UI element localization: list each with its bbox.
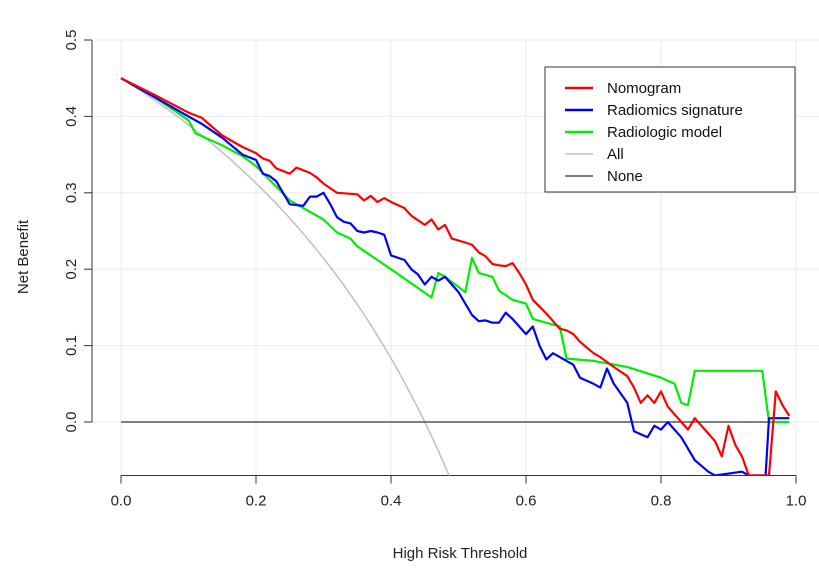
y-axis-title: Net Benefit <box>15 219 32 294</box>
x-tick-label: 0.0 <box>111 492 132 509</box>
x-tick-label: 0.6 <box>516 492 537 509</box>
series-line-radiologic-model <box>120 77 790 424</box>
y-tick-label: 0.4 <box>63 106 80 127</box>
y-tick-label: 0.3 <box>63 182 80 203</box>
legend-label-radiomics-signature: Radiomics signature <box>607 102 743 119</box>
series-line-radiomics-signature <box>120 77 790 476</box>
series-line-nomogram <box>120 77 791 476</box>
x-tick-label: 0.4 <box>381 492 402 509</box>
x-tick-label: 0.8 <box>651 492 672 509</box>
y-tick-label: 0.2 <box>63 259 80 280</box>
legend: Nomogram Radiomics signature Radiologic mo… <box>544 66 796 193</box>
legend-label-nomogram: Nomogram <box>607 80 681 97</box>
legend-label-none: None <box>607 168 643 185</box>
y-tick-label: 0.1 <box>63 335 80 356</box>
x-tick-label: 1.0 <box>786 492 807 509</box>
series-layer <box>120 77 791 476</box>
x-tick-label: 0.2 <box>246 492 267 509</box>
axes: 0.0 0.2 0.4 0.6 0.8 1.0 0.0 0.1 0.2 0.3 0.4 0.5 <box>63 30 806 510</box>
x-axis-title: High Risk Threshold <box>393 545 528 562</box>
y-tick-label: 0.5 <box>63 30 80 51</box>
series-line-all <box>120 77 450 476</box>
y-tick-label: 0.0 <box>63 412 80 433</box>
legend-label-all: All <box>607 146 624 163</box>
legend-label-radiologic-model: Radiologic model <box>607 124 722 141</box>
